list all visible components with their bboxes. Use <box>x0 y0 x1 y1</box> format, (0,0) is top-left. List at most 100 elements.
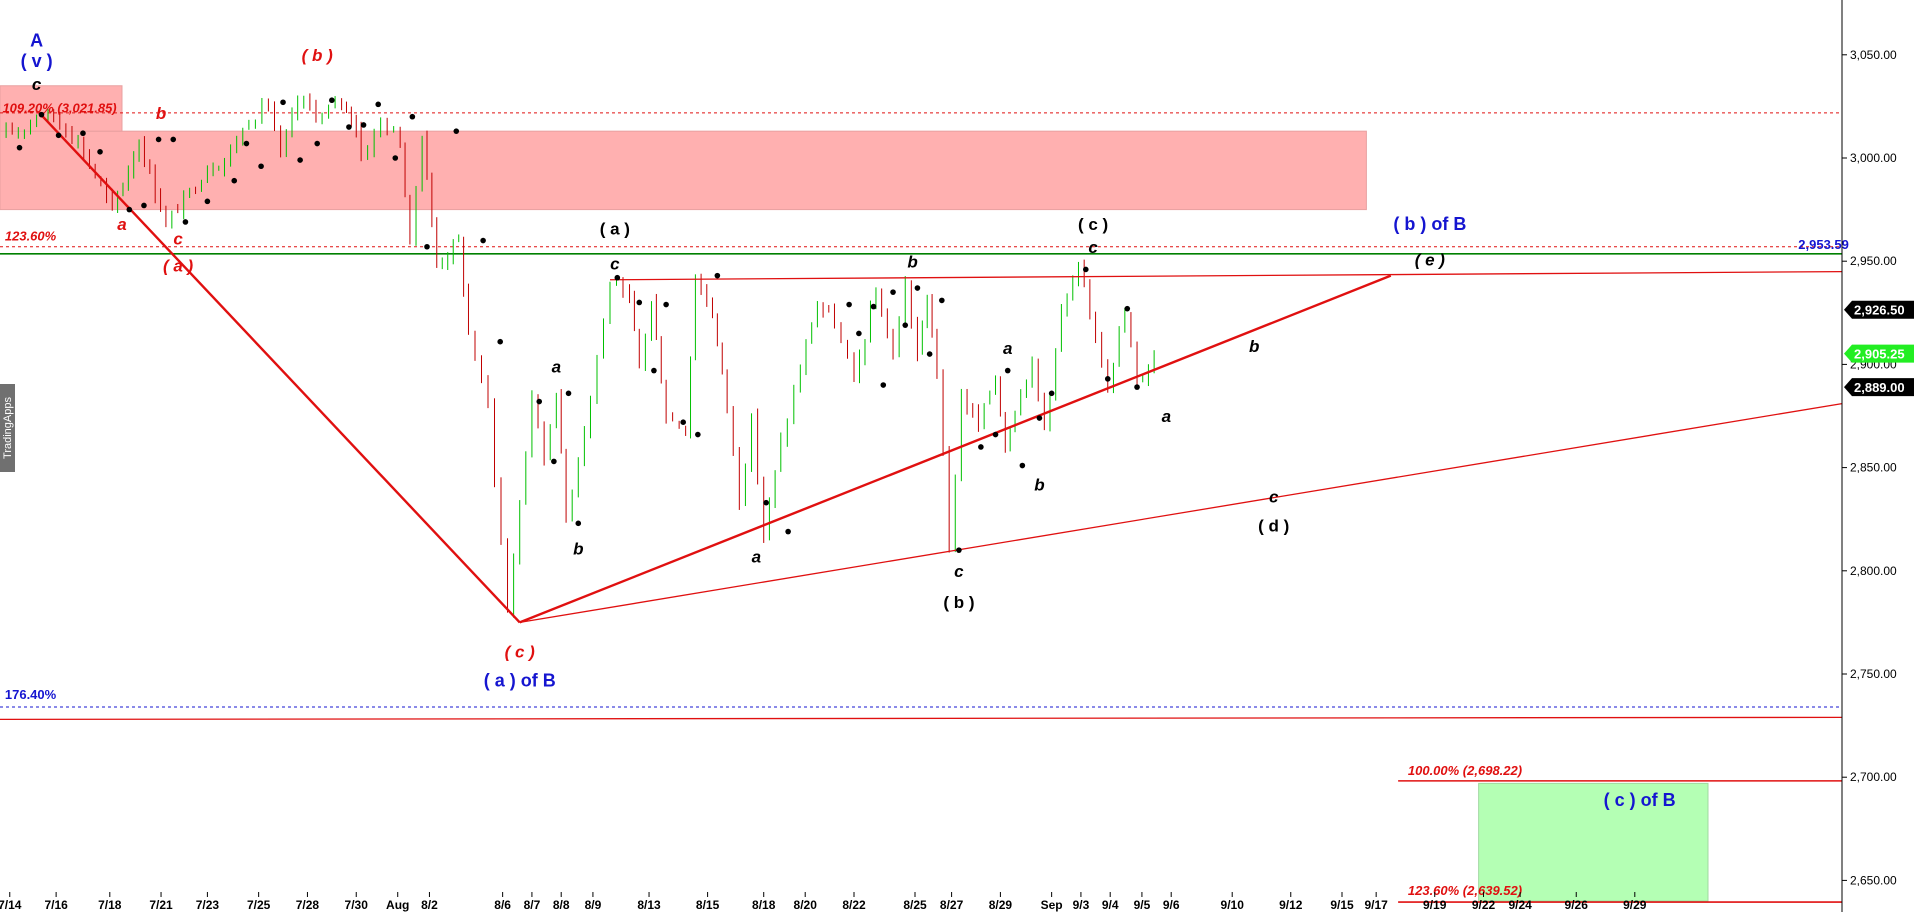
watermark-box <box>0 384 15 472</box>
price-tags-layer: 2,926.50 2,905.25 2,889.00 <box>1844 300 1914 397</box>
y-tick-label: 3,000.00 <box>1850 151 1897 165</box>
pivot-dot <box>141 202 147 209</box>
pivot-dot <box>1048 390 1055 397</box>
pivot-dot <box>409 113 416 120</box>
x-tick-label: 9/6 <box>1163 898 1180 912</box>
y-tick-label: 2,850.00 <box>1850 461 1897 475</box>
wave-label: a <box>752 548 761 567</box>
wave-label: ( c ) of B <box>1604 790 1676 810</box>
wave-label: ( c ) <box>1078 215 1108 234</box>
wave-label: ( d ) <box>1258 517 1289 536</box>
wave-label: c <box>1088 238 1098 257</box>
x-tick-label: 8/27 <box>940 898 964 912</box>
pivot-dot <box>926 351 933 357</box>
pivot-dot <box>80 130 86 137</box>
pivot-dot <box>714 272 721 279</box>
wave-label: ( a ) <box>163 257 194 276</box>
price-tag-box <box>1844 344 1914 363</box>
pivot-dot <box>126 206 133 213</box>
level-label: 2,953.59 <box>1798 237 1849 252</box>
wave-label: ( b ) <box>302 46 333 65</box>
pivot-dot <box>956 547 962 553</box>
x-tick-label: 9/10 <box>1221 898 1245 912</box>
x-tick-label: 7/21 <box>149 898 173 912</box>
fib-label: 123.60% (2,639.52) <box>1408 883 1522 898</box>
pivot-dot <box>846 301 852 308</box>
x-tick-label: 8/8 <box>553 898 570 912</box>
pivot-dot <box>636 299 643 306</box>
y-tick-label: 2,650.00 <box>1850 873 1897 887</box>
x-tick-label: 7/30 <box>345 898 369 912</box>
pivot-dot <box>870 303 877 310</box>
x-tick-label: 9/3 <box>1073 898 1090 912</box>
pivot-dot <box>155 136 162 143</box>
x-tick-label: 7/14 <box>0 898 22 912</box>
pivot-dot <box>992 431 999 438</box>
wave-label: ( v ) <box>21 51 53 71</box>
x-tick-label: 9/29 <box>1623 898 1647 912</box>
wave-label: b <box>1034 475 1044 494</box>
wave-label: a <box>1162 407 1171 426</box>
wave-label: c <box>173 230 183 249</box>
wave-label: ( e ) <box>1415 250 1446 269</box>
x-tick-label: 8/29 <box>989 898 1013 912</box>
x-tick-label: 8/22 <box>842 898 866 912</box>
pivot-dot <box>314 140 321 147</box>
pivot-dot <box>1036 415 1043 421</box>
pivot-dot <box>170 136 177 143</box>
wave-label: c <box>610 254 620 273</box>
trendlines-layer <box>0 111 1843 721</box>
pivot-dot <box>651 367 657 374</box>
x-tick-label: 9/22 <box>1472 898 1496 912</box>
pivot-dot <box>1124 305 1131 312</box>
price-tag-box <box>1844 378 1914 397</box>
pivot-dot <box>280 99 286 106</box>
zone-resistance <box>0 130 1367 211</box>
pivot-dot <box>565 390 572 397</box>
pivot-dot <box>243 140 250 147</box>
x-tick-label: 7/23 <box>196 898 220 912</box>
pivot-dot <box>258 163 264 170</box>
pivot-dot <box>38 111 45 118</box>
pivot-dots-layer <box>16 97 1140 553</box>
zones-layer <box>0 85 1709 902</box>
fib-label: 123.60% <box>5 229 57 244</box>
wave-label: b <box>573 539 583 558</box>
x-tick-label: 7/28 <box>296 898 320 912</box>
x-tick-label: 9/26 <box>1565 898 1589 912</box>
wave-label: ( b ) of B <box>1393 214 1466 234</box>
x-tick-label: 9/4 <box>1102 898 1119 912</box>
wave-label: A <box>30 31 43 51</box>
pivot-dot <box>392 155 399 161</box>
x-tick-label: 8/20 <box>794 898 818 912</box>
trendline-3 <box>609 270 1843 281</box>
watermark-text: TradingApps <box>2 397 14 459</box>
x-axis-ticks: 7/14 7/16 7/18 7/21 7/23 7/25 7/28 7/30 Aug 8/2 8/… <box>0 892 1647 912</box>
pivot-dot <box>902 322 909 328</box>
y-tick-label: 2,950.00 <box>1850 254 1897 268</box>
wave-label: ( b ) <box>943 593 974 612</box>
y-tick-label: 3,050.00 <box>1850 48 1897 62</box>
x-tick-label: 7/16 <box>44 898 68 912</box>
wave-label: b <box>1249 337 1259 356</box>
pivot-dot <box>1134 384 1140 390</box>
horizontal-lines-layer <box>0 112 1842 903</box>
pivot-dot <box>16 144 23 151</box>
price-bars-layer <box>5 93 1155 618</box>
pivot-dot <box>360 122 367 128</box>
watermark-layer: TradingApps <box>0 384 15 472</box>
y-tick-label: 2,800.00 <box>1850 564 1897 578</box>
x-tick-label: 8/25 <box>903 898 927 912</box>
x-tick-label: 9/17 <box>1364 898 1388 912</box>
trendline-2 <box>519 274 1392 624</box>
x-tick-label: 8/18 <box>752 898 776 912</box>
price-tag-label: 2,905.25 <box>1854 347 1905 362</box>
fib-label: 109.20% (3,021.85) <box>2 101 116 116</box>
x-tick-label: 8/6 <box>494 898 511 912</box>
pivot-dot <box>97 149 103 155</box>
x-tick-label: 8/7 <box>524 898 541 912</box>
x-tick-label: Sep <box>1041 898 1063 912</box>
pivot-dot <box>497 338 504 345</box>
x-tick-label: Aug <box>386 898 409 912</box>
